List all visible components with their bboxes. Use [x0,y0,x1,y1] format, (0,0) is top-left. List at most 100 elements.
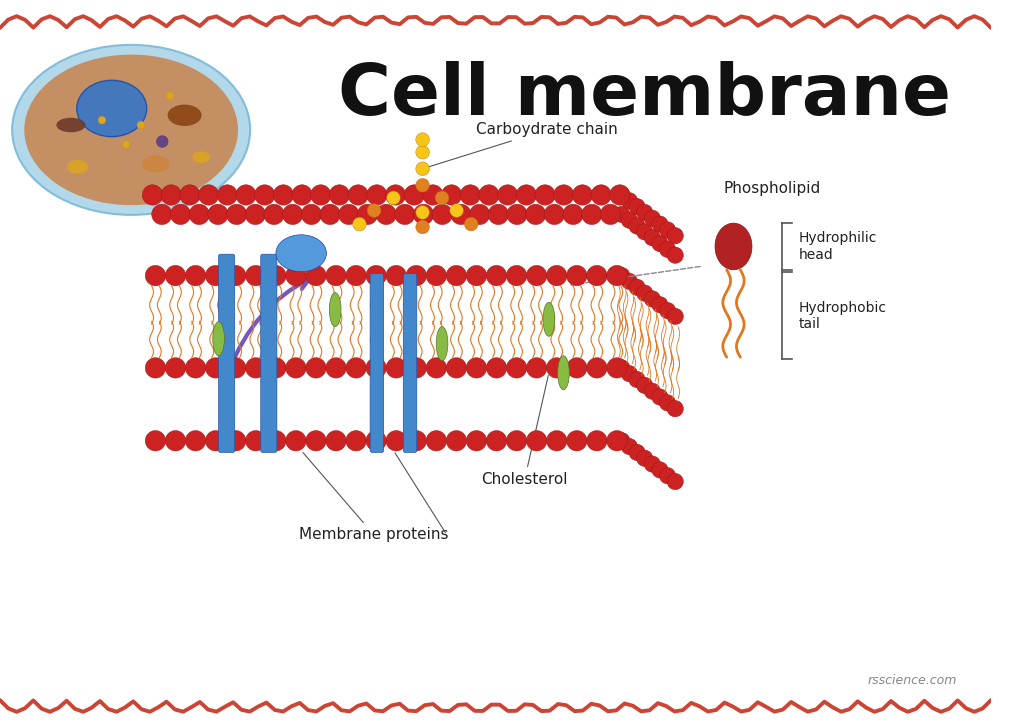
Circle shape [636,377,652,394]
Circle shape [651,296,667,313]
Circle shape [306,430,326,451]
Circle shape [205,357,225,378]
Circle shape [385,185,406,205]
Circle shape [366,266,386,286]
Text: rsscience.com: rsscience.com [867,674,956,687]
Circle shape [486,430,506,451]
Circle shape [265,430,285,451]
Circle shape [366,357,386,378]
Circle shape [185,430,206,451]
Circle shape [416,146,429,159]
Circle shape [205,266,225,286]
Circle shape [208,204,228,225]
Circle shape [385,430,406,451]
Circle shape [185,266,206,286]
Circle shape [165,266,185,286]
Circle shape [526,357,546,378]
Ellipse shape [436,327,447,360]
Ellipse shape [12,45,250,215]
Circle shape [644,456,660,472]
Circle shape [629,279,645,296]
Circle shape [426,430,446,451]
Circle shape [265,266,285,286]
Circle shape [621,273,637,290]
Circle shape [217,185,237,205]
Ellipse shape [76,80,147,137]
Circle shape [264,204,284,225]
Circle shape [629,444,645,461]
Circle shape [273,185,293,205]
Circle shape [572,185,592,205]
Circle shape [613,187,630,203]
Circle shape [666,473,683,490]
Circle shape [145,266,165,286]
Circle shape [345,430,366,451]
Circle shape [445,357,466,378]
Circle shape [416,162,429,175]
Circle shape [621,212,637,229]
Circle shape [636,285,652,301]
Circle shape [385,357,406,378]
Circle shape [586,266,606,286]
Circle shape [98,116,106,124]
Circle shape [546,266,567,286]
Text: Cholesterol: Cholesterol [481,376,568,487]
Circle shape [306,266,326,286]
Circle shape [422,185,442,205]
Circle shape [449,204,463,217]
Circle shape [325,357,345,378]
Circle shape [137,121,145,129]
Circle shape [525,204,545,225]
Circle shape [189,204,209,225]
Circle shape [291,185,312,205]
Text: Phospholipid: Phospholipid [723,181,820,196]
Circle shape [486,357,506,378]
Circle shape [651,216,667,232]
Circle shape [621,365,637,382]
Text: Membrane proteins: Membrane proteins [299,453,448,542]
Circle shape [516,185,536,205]
Circle shape [246,266,266,286]
Circle shape [426,357,446,378]
Circle shape [254,185,274,205]
Circle shape [506,204,527,225]
Circle shape [544,204,565,225]
Circle shape [636,450,652,467]
FancyBboxPatch shape [218,254,234,452]
Circle shape [367,204,380,217]
Circle shape [600,204,621,225]
Circle shape [435,191,448,205]
Circle shape [353,217,366,231]
Circle shape [566,266,586,286]
Circle shape [165,357,185,378]
Ellipse shape [542,302,554,336]
Circle shape [245,204,265,225]
Circle shape [345,266,366,286]
Circle shape [347,185,368,205]
Circle shape [329,185,350,205]
Circle shape [170,204,191,225]
Circle shape [394,204,415,225]
Circle shape [666,228,683,244]
Circle shape [441,185,462,205]
Circle shape [406,266,426,286]
Text: Carboydrate chain: Carboydrate chain [425,122,618,168]
Circle shape [386,191,399,205]
Circle shape [406,357,426,378]
Circle shape [505,357,526,378]
Circle shape [285,430,306,451]
Circle shape [636,205,652,221]
Circle shape [404,185,424,205]
Circle shape [666,400,683,417]
Circle shape [546,357,567,378]
Circle shape [590,185,610,205]
Circle shape [629,199,645,215]
Circle shape [432,204,452,225]
Circle shape [226,204,247,225]
Circle shape [621,438,637,455]
Circle shape [644,229,660,246]
Circle shape [366,185,386,205]
Circle shape [666,308,683,325]
Circle shape [606,430,627,451]
Circle shape [225,430,246,451]
